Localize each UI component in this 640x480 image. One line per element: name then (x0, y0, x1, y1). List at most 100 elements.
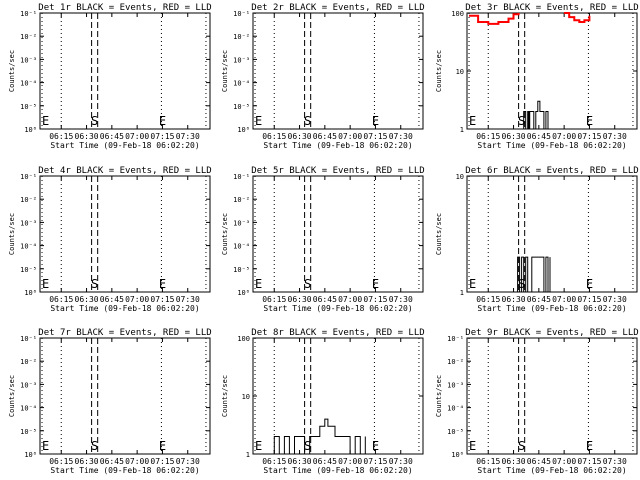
y-axis-label: Counts/sec (435, 50, 443, 92)
x-tick-label: 06:30 (502, 457, 526, 466)
x-tick-label: 07:30 (389, 132, 413, 141)
panel-title: Det 4r BLACK = Events, RED = LLD (38, 166, 211, 176)
start-marker-label: S (518, 114, 525, 128)
x-tick-label: 06:15 (476, 295, 500, 304)
plot-frame (466, 12, 638, 130)
panel-title: Det 9r BLACK = Events, RED = LLD (465, 328, 638, 338)
panel-title: Det 7r BLACK = Events, RED = LLD (38, 328, 211, 338)
y-tick-label: 10⁻¹ (447, 335, 464, 343)
x-tick-label: 07:15 (150, 132, 174, 141)
y-tick-label: 1 (460, 289, 464, 297)
end-marker-label: E (586, 277, 593, 291)
y-tick-label: 10⁻³ (20, 219, 37, 227)
panel-title: Det 1r BLACK = Events, RED = LLD (38, 3, 211, 13)
x-tick-label: 06:45 (100, 295, 124, 304)
start-marker-label: S (91, 277, 98, 291)
left-end-marker-label: E (255, 277, 262, 291)
x-tick-label: 07:00 (552, 295, 576, 304)
plot-frame (39, 12, 211, 130)
x-tick-label: 07:15 (363, 295, 387, 304)
y-tick-label: 10⁻⁴ (233, 243, 250, 251)
x-tick-label: 06:15 (262, 132, 286, 141)
y-tick-label: 10⁰ (237, 289, 250, 297)
left-end-marker-label: E (469, 439, 476, 453)
y-tick-label: 10⁻⁴ (20, 405, 37, 413)
x-tick-label: 06:45 (527, 132, 551, 141)
left-end-marker-label: E (42, 439, 49, 453)
x-tick-label: 07:00 (552, 457, 576, 466)
end-marker-label: E (372, 277, 379, 291)
x-tick-label: 06:45 (313, 295, 337, 304)
x-axis-label: Start Time (09-Feb-18 06:02:20) (263, 141, 412, 150)
x-tick-label: 07:00 (125, 457, 149, 466)
y-tick-label: 100 (237, 335, 250, 343)
y-tick-label: 1 (460, 126, 464, 134)
events-series-line (515, 256, 551, 293)
y-tick-label: 10⁻¹ (20, 10, 37, 18)
x-tick-label: 06:45 (100, 457, 124, 466)
y-tick-label: 10⁰ (24, 126, 37, 134)
x-axis-label: Start Time (09-Feb-18 06:02:20) (263, 304, 412, 313)
left-end-marker-label: E (255, 439, 262, 453)
x-tick-label: 06:15 (262, 457, 286, 466)
y-tick-label: 10⁻³ (20, 381, 37, 389)
x-tick-label: 07:15 (577, 132, 601, 141)
y-tick-label: 10⁻³ (233, 56, 250, 64)
panel-title: Det 8r BLACK = Events, RED = LLD (251, 328, 424, 338)
left-end-marker-label: E (469, 277, 476, 291)
start-marker-label: S (304, 114, 311, 128)
start-marker-label: S (91, 439, 98, 453)
left-end-marker-label: E (469, 114, 476, 128)
x-tick-label: 07:00 (125, 132, 149, 141)
y-tick-label: 10⁻⁵ (20, 266, 37, 274)
x-tick-label: 06:30 (75, 132, 99, 141)
x-tick-label: 07:15 (363, 457, 387, 466)
y-tick-label: 10 (456, 173, 464, 181)
panel-det-2: Det 2r BLACK = Events, RED = LLD 06:15 06:… (221, 3, 425, 150)
y-tick-label: 10⁻¹ (20, 173, 37, 181)
x-tick-label: 06:30 (502, 132, 526, 141)
plot-frame (39, 337, 211, 455)
end-marker-label: E (159, 277, 166, 291)
x-tick-label: 06:45 (313, 132, 337, 141)
y-axis-label: Counts/sec (8, 213, 16, 255)
x-tick-label: 06:15 (262, 295, 286, 304)
y-tick-label: 10⁻¹ (233, 10, 250, 18)
x-tick-label: 07:30 (603, 457, 627, 466)
y-tick-label: 10⁻² (20, 196, 37, 204)
x-axis-label: Start Time (09-Feb-18 06:02:20) (263, 466, 412, 475)
x-tick-label: 07:00 (125, 295, 149, 304)
events-series-line (269, 418, 366, 455)
x-tick-label: 07:00 (552, 132, 576, 141)
x-tick-label: 07:15 (150, 295, 174, 304)
y-tick-label: 10 (456, 68, 464, 76)
y-tick-label: 10⁻⁴ (447, 405, 464, 413)
x-tick-label: 07:30 (176, 132, 200, 141)
x-tick-label: 06:45 (100, 132, 124, 141)
x-tick-label: 06:30 (288, 457, 312, 466)
y-tick-label: 10⁰ (237, 126, 250, 134)
panel-title: Det 2r BLACK = Events, RED = LLD (251, 3, 424, 13)
x-tick-label: 07:00 (338, 132, 362, 141)
end-marker-label: E (586, 439, 593, 453)
x-tick-label: 06:15 (476, 457, 500, 466)
lld-series-line (469, 13, 520, 25)
y-tick-label: 10⁻⁵ (20, 428, 37, 436)
x-tick-label: 07:30 (389, 295, 413, 304)
y-tick-label: 10 (242, 393, 250, 401)
y-axis-label: Counts/sec (435, 213, 443, 255)
y-tick-label: 10⁻² (20, 358, 37, 366)
x-tick-label: 06:45 (313, 457, 337, 466)
end-marker-label: E (159, 439, 166, 453)
plot-frame (39, 175, 211, 293)
x-tick-label: 06:30 (502, 295, 526, 304)
y-tick-label: 10⁻⁴ (20, 80, 37, 88)
x-tick-label: 07:00 (338, 295, 362, 304)
